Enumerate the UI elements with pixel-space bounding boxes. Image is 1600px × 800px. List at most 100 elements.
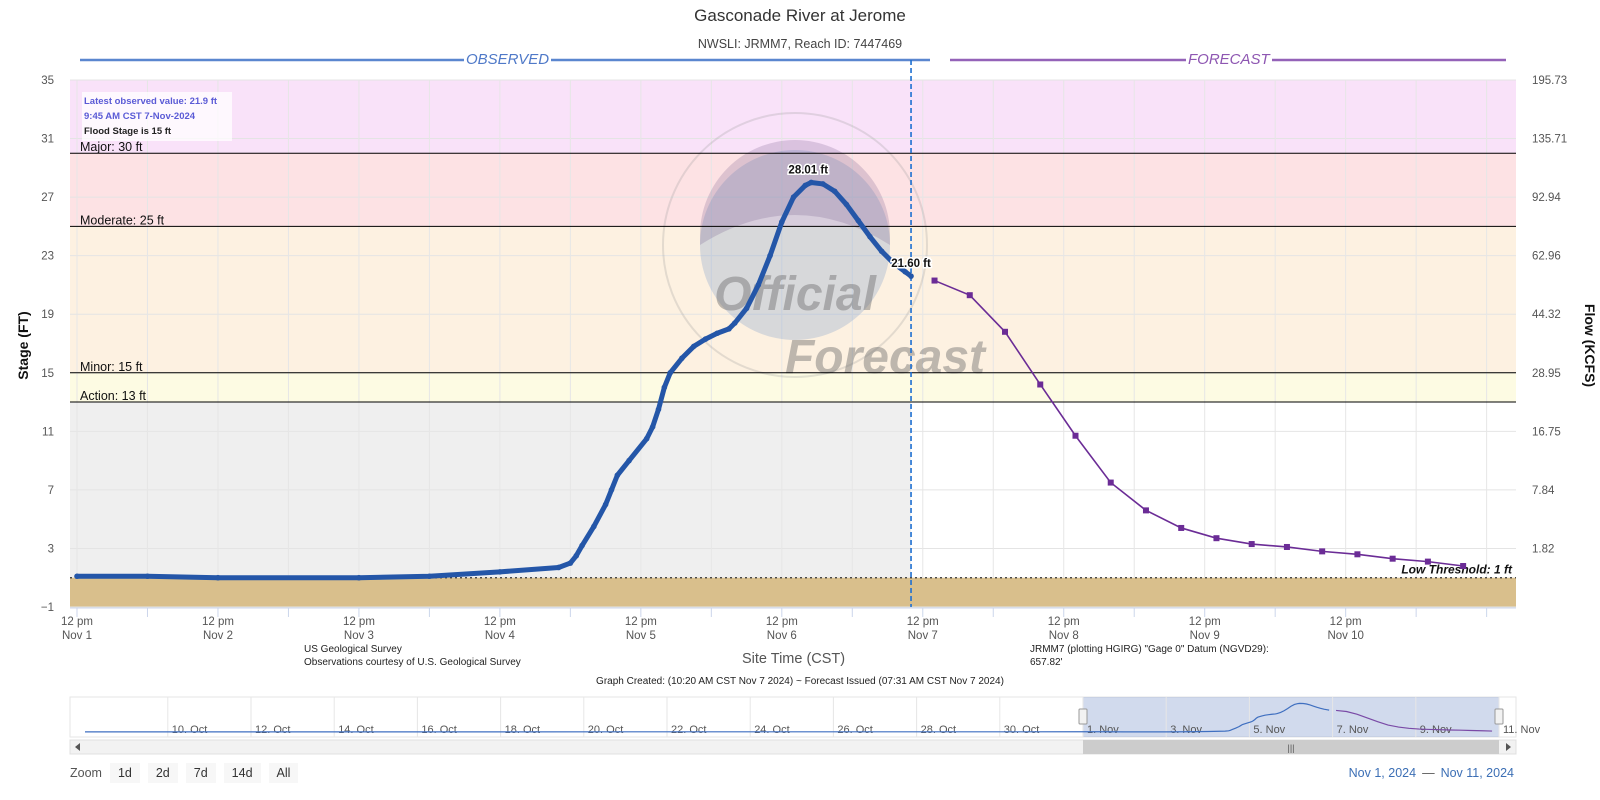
- usgs-credit-line1: US Geological Survey: [304, 644, 402, 655]
- observed-point: [608, 487, 615, 493]
- latest-value-text: Latest observed value: 21.9 ft: [84, 96, 218, 107]
- range-separator: —: [1422, 766, 1435, 780]
- observed-point: [679, 355, 685, 361]
- x-tick-label-date: Nov 4: [485, 630, 516, 642]
- observed-point: [890, 260, 897, 266]
- latest-value-box: Latest observed value: 21.9 ft 9:45 AM C…: [82, 92, 232, 141]
- x-tick-label-time: 12 pm: [1330, 616, 1362, 628]
- y2-tick-label: 135.71: [1532, 134, 1567, 146]
- observed-point: [591, 523, 597, 530]
- scroll-right-arrow-icon[interactable]: [1506, 743, 1511, 751]
- y2-tick-label: 28.95: [1532, 368, 1561, 380]
- x-tick-label-time: 12 pm: [484, 616, 516, 628]
- navigator-label: 26. Oct: [837, 724, 872, 736]
- watermark-text-top: Official: [714, 268, 878, 321]
- x-tick-label-date: Nov 3: [344, 630, 374, 642]
- navigator-forecast-line: [1336, 709, 1493, 732]
- observed-point: [74, 573, 80, 580]
- navigator-label: 12. Oct: [255, 724, 290, 736]
- observed-point: [867, 233, 873, 240]
- x-tick-label-time: 12 pm: [907, 616, 939, 628]
- observed-point: [702, 336, 709, 342]
- usgs-credit-line2: Observations courtesy of U.S. Geological…: [304, 657, 521, 668]
- forecast-point: [1037, 381, 1044, 388]
- forecast-point: [1142, 507, 1149, 514]
- zoom-bar: Zoom 1d 2d 7d 14d All: [70, 763, 299, 783]
- navigator-label: 10. Oct: [172, 724, 207, 736]
- forecast-point: [1424, 558, 1431, 565]
- observed-point: [755, 282, 762, 288]
- date-range: Nov 1, 2024 — Nov 11, 2024: [1349, 766, 1514, 780]
- observed-point: [743, 305, 750, 312]
- navigator[interactable]: 10. Oct 12. Oct 14. Oct 16. Oct 18. Oct 20. O…: [69, 696, 1541, 755]
- navigator-label: 7. Nov: [1337, 724, 1369, 736]
- flood-threshold-lines: Major: 30 ft Moderate: 25 ft Minor: 15 ft A…: [70, 140, 1516, 579]
- axes: −1 3 7 11 15 19 23 27 31 35 1.82 7.84 16.75 28.95 44.3…: [15, 58, 1598, 642]
- observed-point: [767, 252, 773, 259]
- zoom-2d-button[interactable]: 2d: [147, 763, 178, 783]
- forecast-point: [1107, 479, 1114, 486]
- forecast-point: [1354, 551, 1361, 558]
- y2-tick-label: 44.32: [1532, 309, 1561, 321]
- x-axis-title: Site Time (CST): [742, 651, 846, 667]
- threshold-label: Moderate: 25 ft: [80, 213, 165, 227]
- forecast-point: [1248, 541, 1255, 548]
- y-tick-label: −1: [41, 602, 54, 614]
- ground-band: [70, 577, 1516, 607]
- observed-point: [779, 219, 785, 225]
- observed-point: [649, 424, 656, 430]
- forecast-point: [1178, 524, 1185, 531]
- navigator-label: 30. Oct: [1004, 724, 1039, 736]
- observed-point: [356, 574, 362, 581]
- observed-point: [567, 560, 574, 566]
- navigator-label: 3. Nov: [1170, 724, 1202, 736]
- observed-point: [855, 217, 861, 224]
- y2-tick-label: 195.73: [1532, 75, 1567, 87]
- watermark-text-bottom: Forecast: [785, 331, 987, 384]
- observed-point: [902, 268, 908, 275]
- x-tick-label-time: 12 pm: [1189, 616, 1221, 628]
- threshold-label: Action: 13 ft: [80, 389, 147, 403]
- y-tick-label: 35: [41, 75, 54, 87]
- zoom-all-button[interactable]: All: [268, 763, 299, 783]
- x-tick-label-date: Nov 9: [1190, 630, 1220, 642]
- observed-point: [626, 457, 632, 464]
- threshold-label: Major: 30 ft: [80, 140, 143, 154]
- forecast-point: [931, 277, 938, 284]
- y2-tick-label: 7.84: [1532, 485, 1555, 497]
- observed-point: [843, 201, 850, 208]
- observed-point: [802, 182, 809, 189]
- zoom-14d-button[interactable]: 14d: [223, 763, 261, 783]
- observed-point: [426, 573, 433, 580]
- navigator-handle[interactable]: [1078, 708, 1088, 725]
- forecast-point: [1389, 555, 1396, 562]
- navigator-bg: [69, 696, 1517, 738]
- scroll-left-arrow-icon[interactable]: [75, 743, 80, 751]
- threshold-label: Minor: 15 ft: [80, 360, 143, 374]
- y-tick-label: 27: [41, 192, 54, 204]
- y2-axis-title: Flow (KCFS): [1582, 304, 1598, 387]
- navigator-label: 11. Nov: [1503, 724, 1541, 736]
- x-tick-label-date: Nov 1: [62, 630, 92, 642]
- scrollbar-grip: |||: [1287, 743, 1294, 753]
- forecast-point: [1213, 535, 1220, 542]
- series-group: [74, 179, 1467, 581]
- navigator-label: 1. Nov: [1087, 724, 1119, 736]
- peak-data-label: 28.01 ft: [788, 164, 828, 176]
- forecast-point: [1283, 543, 1290, 550]
- range-to[interactable]: Nov 11, 2024: [1440, 766, 1514, 780]
- low-threshold-label: Low Threshold: 1 ft: [1401, 563, 1513, 577]
- zoom-1d-button[interactable]: 1d: [109, 763, 140, 783]
- observed-point: [908, 273, 914, 279]
- usgs-credit: US Geological Survey Observations courte…: [304, 643, 521, 669]
- observed-point: [661, 384, 668, 391]
- observed-point: [573, 552, 580, 559]
- navigator-scrollbar-thumb[interactable]: [1083, 740, 1499, 754]
- range-from[interactable]: Nov 1, 2024: [1348, 766, 1417, 780]
- navigator-handle[interactable]: [1494, 708, 1504, 725]
- zoom-7d-button[interactable]: 7d: [185, 763, 216, 783]
- y-tick-label: 19: [41, 309, 54, 321]
- observed-point: [614, 472, 621, 479]
- x-tick-label-time: 12 pm: [343, 616, 375, 628]
